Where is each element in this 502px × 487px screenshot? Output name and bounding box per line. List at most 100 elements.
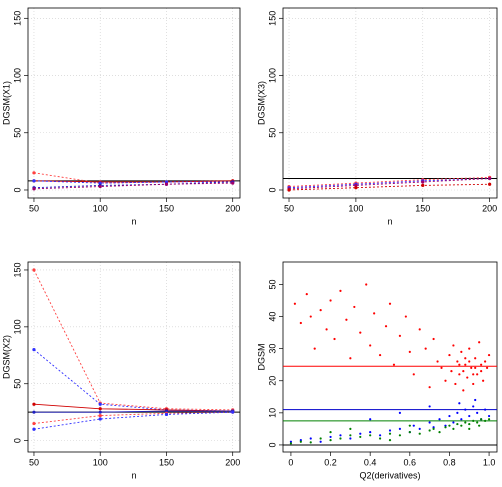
- series-line: [288, 178, 490, 190]
- scatter-point: [472, 405, 475, 408]
- scatter-point: [464, 408, 467, 411]
- scatter-point: [456, 360, 459, 363]
- scatter-point: [428, 421, 431, 424]
- y-tick-label: 50: [12, 379, 22, 389]
- x-tick-label: 0: [288, 457, 293, 467]
- scatter-point: [329, 431, 332, 434]
- scatter-point: [388, 439, 392, 442]
- x-tick-label: 0.4: [364, 457, 377, 467]
- series-line: [33, 180, 233, 184]
- y-tick-label: 50: [12, 128, 22, 138]
- y-tick-label: 20: [267, 376, 277, 386]
- data-point: [98, 181, 102, 185]
- scatter-point: [438, 431, 441, 434]
- scatter-point: [349, 357, 352, 360]
- scatter-point: [466, 376, 469, 379]
- scatter-point: [378, 437, 382, 440]
- scatter-point: [319, 309, 322, 312]
- data-point: [231, 181, 235, 185]
- x-tick-label: 100: [93, 203, 108, 213]
- y-tick-label: 150: [267, 11, 277, 26]
- scatter-point: [378, 353, 382, 357]
- scatter-point: [485, 366, 489, 370]
- x-tick-label: 1.0: [483, 457, 496, 467]
- scatter-point: [345, 318, 348, 321]
- data-point: [164, 180, 169, 184]
- scatter-point: [487, 353, 491, 357]
- scatter-point: [353, 305, 356, 309]
- scatter-point: [456, 411, 459, 414]
- series-line: [33, 410, 233, 413]
- y-tick-label: 10: [267, 408, 277, 418]
- scatter-point: [349, 427, 352, 430]
- scatter-point: [359, 435, 362, 439]
- scatter-point: [398, 334, 402, 337]
- y-tick-label: 0: [12, 438, 22, 443]
- scatter-point: [309, 437, 312, 440]
- x-tick-label: 200: [225, 457, 240, 467]
- series-line: [33, 180, 233, 183]
- scatter-point: [319, 437, 322, 440]
- scatter-point: [480, 418, 483, 421]
- y-axis-label: DGSM(X1): [1, 81, 11, 125]
- scatter-point: [458, 363, 461, 366]
- scatter-point: [448, 424, 451, 427]
- scatter-point: [424, 347, 427, 350]
- scatter-point: [378, 434, 382, 437]
- scatter-point: [428, 429, 431, 432]
- scatter-point: [474, 398, 477, 402]
- scatter-point: [365, 283, 368, 286]
- scatter-point: [456, 422, 459, 426]
- scatter-point: [388, 432, 392, 435]
- scatter-point: [470, 366, 473, 370]
- y-tick-label: 30: [267, 344, 277, 354]
- scatter-point: [339, 289, 342, 292]
- x-axis-label: n: [387, 216, 392, 226]
- scatter-point: [468, 427, 471, 430]
- data-point: [488, 182, 492, 186]
- x-tick-label: 0.6: [404, 457, 417, 467]
- scatter-point: [468, 360, 471, 363]
- scatter-point: [329, 435, 332, 439]
- scatter-point: [472, 419, 475, 422]
- plot-frame: [282, 261, 498, 453]
- scatter-point: [329, 439, 332, 442]
- plot-frame: [27, 261, 241, 453]
- scatter-point: [398, 411, 402, 414]
- scatter-point: [450, 370, 453, 373]
- scatter-point: [398, 427, 402, 430]
- series-line: [288, 176, 490, 188]
- scatter-point: [289, 440, 293, 443]
- scatter-point: [388, 302, 392, 305]
- x-axis-label: Q2(derivatives): [359, 470, 420, 480]
- scatter-point: [462, 370, 465, 373]
- data-point: [98, 402, 102, 406]
- scatter-point: [418, 427, 421, 430]
- scatter-point: [432, 337, 435, 341]
- scatter-point: [458, 402, 461, 405]
- series-line: [33, 182, 233, 190]
- data-point: [354, 186, 358, 190]
- scatter-point: [408, 424, 411, 427]
- x-tick-label: 50: [284, 203, 294, 213]
- scatter-point: [309, 315, 312, 318]
- scatter-point: [305, 292, 308, 296]
- scatter-point: [313, 347, 316, 350]
- scatter-point: [464, 421, 467, 424]
- data-point: [32, 179, 36, 183]
- y-tick-label: 100: [12, 68, 22, 83]
- scatter-point: [484, 360, 487, 363]
- data-point: [98, 410, 102, 414]
- series-line: [33, 349, 233, 412]
- scatter-point: [476, 411, 479, 414]
- scatter-point: [444, 379, 447, 382]
- x-tick-label: 0.2: [324, 457, 337, 467]
- data-point: [32, 187, 36, 191]
- scatter-point: [460, 424, 463, 427]
- scatter-point: [474, 366, 477, 370]
- scatter-point: [484, 408, 487, 411]
- data-point: [231, 410, 235, 414]
- scatter-point: [384, 325, 388, 328]
- scatter-point: [476, 421, 479, 424]
- y-tick-label: 50: [267, 279, 277, 289]
